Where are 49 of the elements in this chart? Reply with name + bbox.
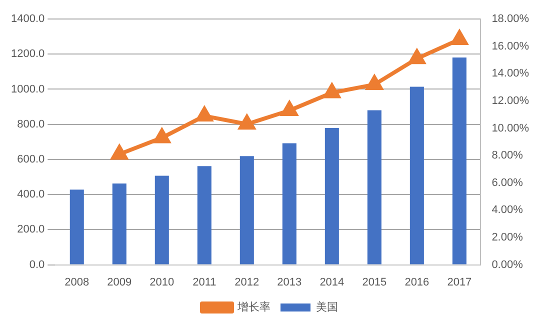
x-tick-label: 2016: [404, 276, 430, 288]
y2-tick-label: 12.00%: [492, 94, 530, 107]
y2-tick-label: 4.00%: [492, 204, 524, 216]
bar: [154, 176, 169, 264]
y2-tick-label: 14.00%: [492, 68, 530, 80]
point: [408, 50, 425, 64]
x-tick-label: 2009: [107, 276, 132, 288]
bar: [240, 156, 254, 264]
x-tick-label: 2012: [234, 276, 260, 288]
point: [366, 76, 382, 90]
y2-tick-label: 18.00%: [492, 13, 530, 26]
y-tick-label: 800.0: [17, 118, 45, 130]
y2-tick-label: 0.00%: [492, 258, 524, 271]
point: [451, 30, 468, 45]
y-tick-label: 600.0: [17, 153, 45, 166]
x-tick-label: 2013: [277, 276, 302, 288]
y2-tick-label: 8.00%: [492, 150, 524, 162]
legend-label: 美国: [316, 300, 338, 314]
x-tick-label: 2017: [447, 276, 472, 288]
x-tick-label: 2014: [320, 276, 344, 288]
bar: [197, 166, 212, 264]
y-tick-label: 0.0: [29, 258, 45, 271]
y-tick-label: 1400.0: [10, 13, 45, 26]
point: [154, 128, 170, 144]
y-tick-label: 400.0: [17, 188, 45, 201]
bar: [367, 110, 382, 264]
bar: [410, 86, 424, 264]
point: [111, 145, 128, 160]
bar: [452, 57, 466, 264]
legend-label: 增长率: [236, 300, 270, 314]
bar: [70, 190, 84, 264]
point: [238, 115, 255, 130]
x-tick-label: 2008: [64, 276, 90, 288]
point: [281, 101, 298, 116]
x-tick-label: 2015: [362, 276, 387, 288]
y-tick-label: 1200.0: [10, 48, 45, 60]
bar: [112, 184, 126, 264]
x-tick-label: 2011: [192, 276, 216, 288]
y2-tick-label: 10.00%: [492, 122, 530, 134]
y2-tick-label: 16.00%: [492, 40, 530, 52]
point: [324, 84, 340, 98]
y2-tick-label: 2.00%: [492, 232, 524, 244]
y-tick-label: 200.0: [17, 224, 45, 236]
y2-tick-label: 6.00%: [492, 176, 524, 189]
y-tick-label: 1000.0: [10, 83, 45, 96]
bar: [324, 128, 339, 264]
x-tick-label: 2010: [150, 276, 174, 288]
point: [196, 106, 212, 122]
bar: [282, 143, 296, 264]
